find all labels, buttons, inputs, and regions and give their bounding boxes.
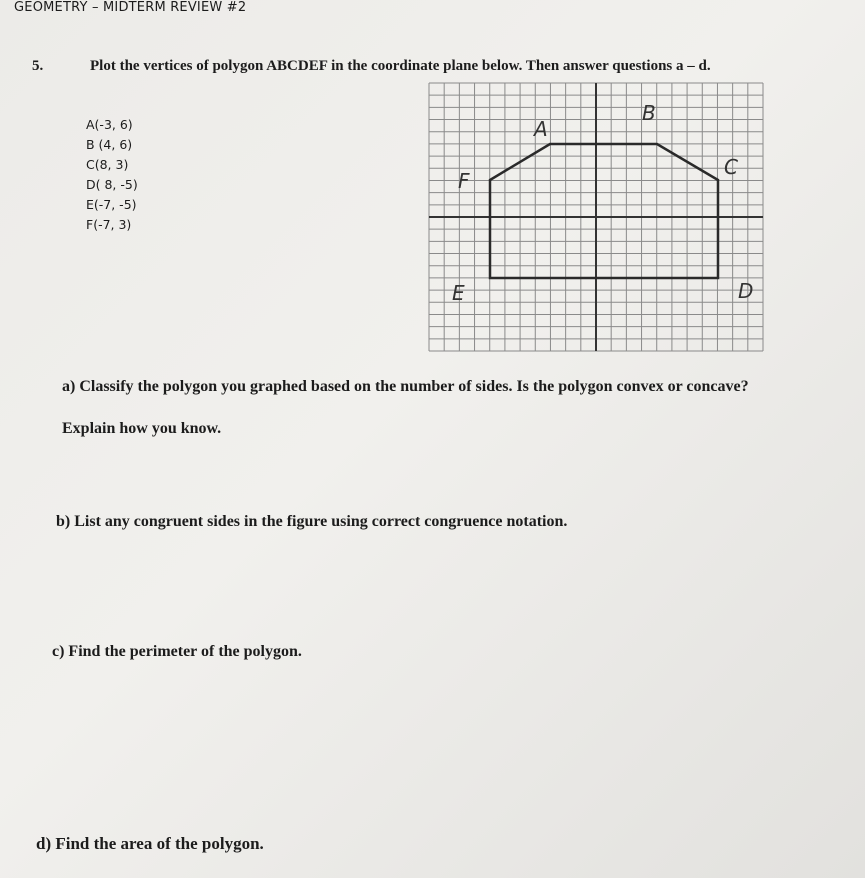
part-text: b) List any congruent sides in the figur… (56, 513, 568, 530)
part-text: Explain how you know. (62, 420, 222, 437)
vertex: A(-3, 6) (86, 117, 133, 132)
grid (428, 82, 764, 352)
handwritten-label: E (452, 281, 465, 305)
header-title: GEOMETRY – MIDTERM REVIEW #2 (14, 0, 247, 15)
part-text: a) Classify the polygon you graphed base… (62, 378, 749, 395)
handwritten-label: C (724, 155, 738, 179)
part-text: d) Find the area of the polygon. (36, 834, 264, 853)
vertex: D( 8, -5) (86, 177, 138, 192)
part-text: c) Find the perimeter of the polygon. (52, 643, 302, 660)
handwritten-label: D (738, 279, 753, 303)
vertex: E(-7, -5) (86, 197, 137, 212)
handwritten-label: F (458, 169, 470, 193)
handwritten-label: A (532, 117, 548, 141)
question-number: 5. (32, 58, 44, 74)
vertex: F(-7, 3) (86, 217, 132, 232)
polygon (488, 142, 720, 280)
vertex: C(8, 3) (86, 157, 129, 172)
handwritten-label: B (642, 101, 656, 125)
vertex: B (4, 6) (86, 137, 133, 152)
question-prompt: Plot the vertices of polygon ABCDEF in t… (90, 58, 711, 74)
